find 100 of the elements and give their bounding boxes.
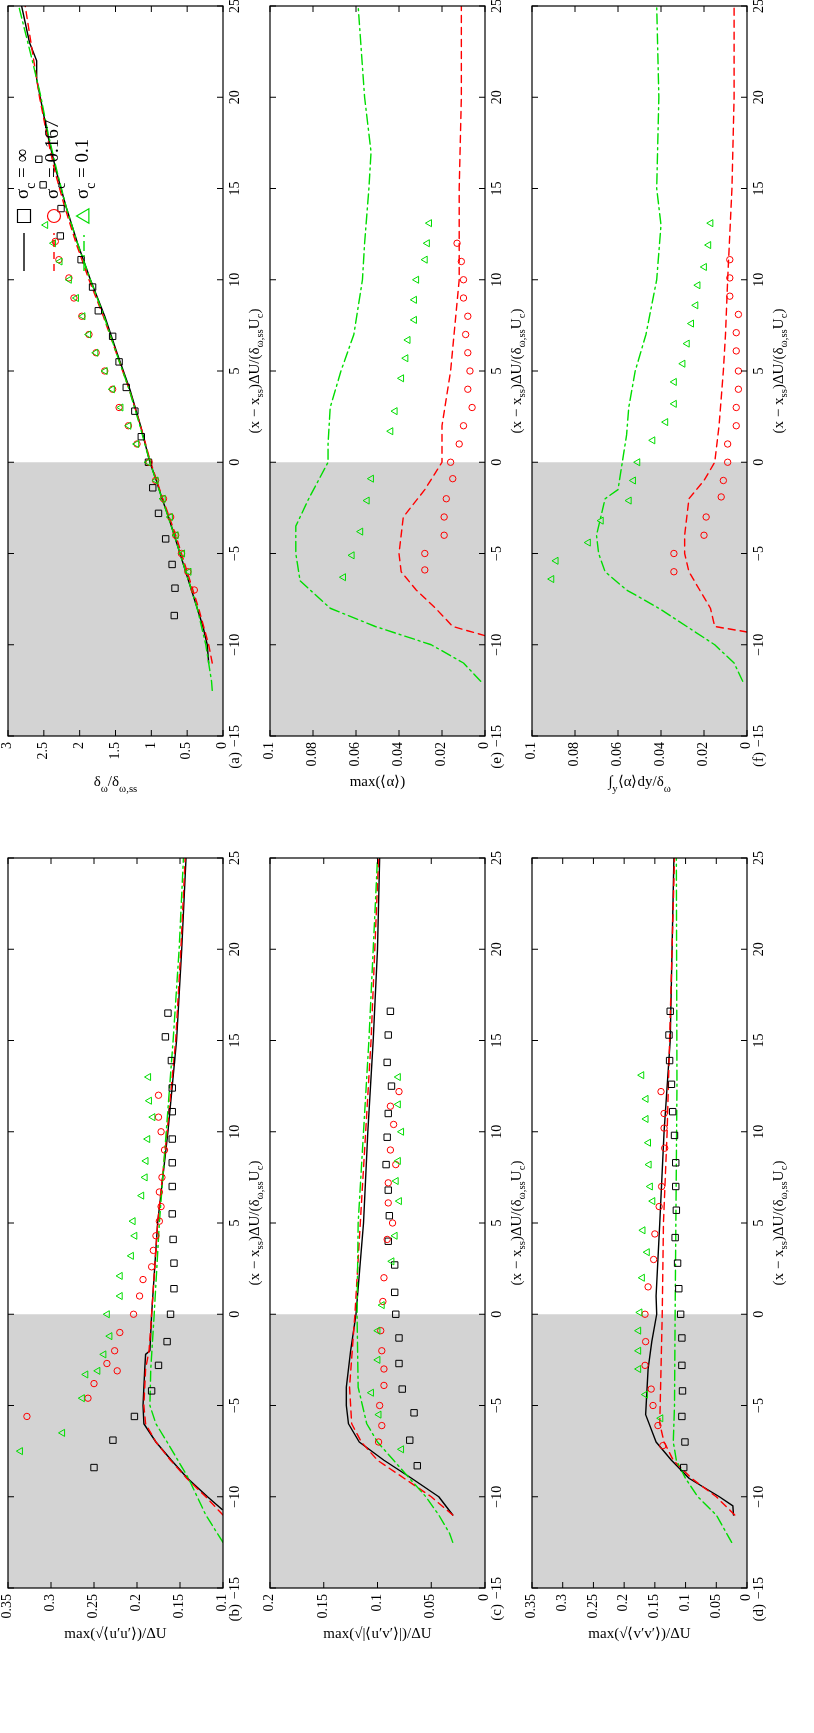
point [726,292,734,300]
point [168,1135,176,1143]
x-axis-title: max(√⟨v′v′⟩)/ΔU [588,1625,691,1642]
point [678,1412,686,1421]
y-tick-label: 15 [226,1033,242,1048]
point [347,551,355,560]
point [671,1233,679,1242]
x-tick-label: 0.5 [178,742,194,760]
point [157,1202,165,1211]
point [386,1146,395,1154]
point [449,474,457,483]
point [103,1359,111,1368]
point [380,1365,388,1373]
point [396,374,405,383]
point [141,1156,149,1165]
point [390,407,398,416]
point [108,332,117,341]
text: (d) [750,1604,768,1622]
y-tick-label: 25 [750,0,766,13]
point [149,1246,158,1255]
point [391,1288,399,1297]
point [386,1102,395,1110]
point [668,1107,677,1116]
point [459,276,468,284]
point [384,1109,392,1118]
point [105,1332,113,1341]
point [656,1414,664,1423]
point [657,1087,665,1096]
y-tick-label: 25 [750,851,766,865]
point [392,1160,400,1169]
point [387,1257,395,1266]
point [440,531,448,539]
point [642,1248,650,1257]
point [732,347,740,355]
point [670,549,678,558]
point [422,239,430,248]
point [641,1094,649,1103]
point [641,1361,649,1370]
point [384,1186,392,1194]
y-tick-label: 15 [226,181,242,196]
point [464,312,472,320]
point [389,1120,398,1129]
point [161,1033,170,1041]
point [116,1328,124,1337]
point [161,535,170,543]
point [699,262,707,271]
point [410,1409,418,1417]
point [149,484,157,492]
point [115,1291,123,1301]
x-tick-label: 0.3 [553,1594,569,1612]
point [669,377,677,386]
point [680,1463,688,1472]
point [726,255,734,264]
x-tick-label: 0.15 [314,1594,330,1619]
point [392,1310,400,1318]
point [110,1347,119,1355]
point [155,1188,164,1196]
x-tick-label: 0.3 [42,1594,58,1612]
point [163,1337,171,1346]
point [57,204,65,213]
point [81,1370,89,1379]
point [732,403,740,412]
point [168,1210,176,1218]
point [154,1091,163,1099]
point [130,1231,138,1240]
point [147,1263,156,1271]
point [375,1401,384,1410]
point [678,1334,686,1342]
point [644,1283,652,1291]
point [734,310,743,319]
point [453,239,461,247]
point [152,1232,160,1240]
point [388,1219,397,1227]
point [386,1007,395,1015]
point [693,281,701,290]
y-tick-label: −5 [750,1398,766,1413]
point [154,1361,163,1370]
x-tick-label: 3 [0,742,15,749]
y-tick-label: 10 [488,272,504,287]
point [634,1326,642,1335]
point [137,433,145,441]
x-tick-label: 0.35 [0,1594,15,1619]
point [58,1428,66,1437]
x-tick-label: 0.25 [584,1594,600,1619]
point [691,301,699,310]
point [635,1308,643,1317]
point [77,255,85,264]
y-tick-label: −5 [226,546,242,561]
point [383,1133,391,1141]
text: (f) [750,752,768,767]
point [406,1436,414,1444]
line-series [398,6,485,637]
point [719,476,728,485]
y-tick-label: −10 [226,633,242,656]
x-tick-label: 0.2 [261,1594,277,1612]
point [700,531,708,539]
point [464,349,472,357]
point [702,513,710,521]
point [56,232,65,240]
y-tick-label: 0 [488,1310,504,1318]
